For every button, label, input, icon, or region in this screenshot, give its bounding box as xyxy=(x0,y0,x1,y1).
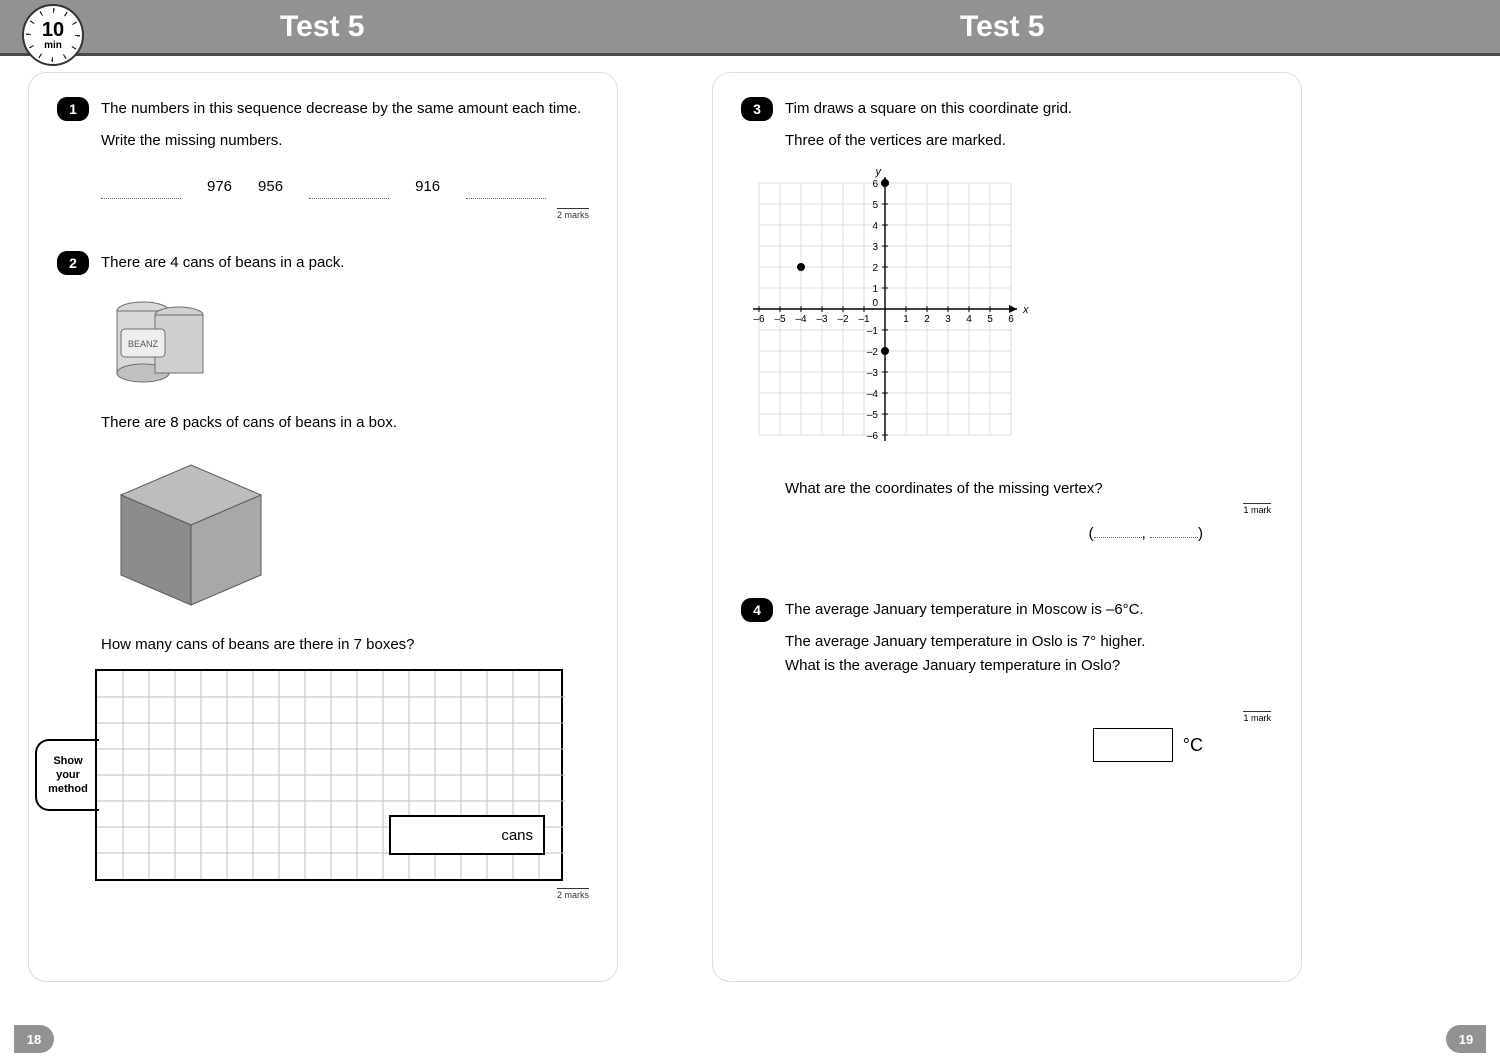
coord-sep: , xyxy=(1142,525,1146,542)
paren-close: ) xyxy=(1198,525,1203,542)
q2-marks: 2 marks xyxy=(557,888,589,900)
q2-text-a: There are 4 cans of beans in a pack. xyxy=(101,251,344,275)
q1-number: 1 xyxy=(57,97,89,121)
answer-box[interactable]: cans xyxy=(389,815,545,855)
svg-text:–3: –3 xyxy=(816,314,828,325)
timer-unit: min xyxy=(44,40,62,51)
q2-text-c: How many cans of beans are there in 7 bo… xyxy=(101,633,589,657)
page-right: 3 Tim draws a square on this coordinate … xyxy=(712,72,1302,982)
svg-text:–6: –6 xyxy=(867,431,879,442)
blank-field[interactable] xyxy=(466,185,546,199)
coord-y-blank[interactable] xyxy=(1150,526,1198,538)
coordinate-grid: –6 –5 –4 –3 –2 –1 1 2 3 4 5 6 1 2 3 4 5 6 –1 –2 –3 –4 –5 –6 0 x y xyxy=(741,165,1273,461)
header-band: Test 5 Test 5 xyxy=(0,0,1500,56)
svg-text:–1: –1 xyxy=(858,314,870,325)
q1-row: 1 The numbers in this sequence decrease … xyxy=(57,97,589,121)
svg-text:3: 3 xyxy=(872,242,878,253)
svg-text:BEANZ: BEANZ xyxy=(128,339,159,349)
svg-text:–3: –3 xyxy=(867,368,879,379)
page-left: 1 The numbers in this sequence decrease … xyxy=(28,72,618,982)
coordinate-grid-svg: –6 –5 –4 –3 –2 –1 1 2 3 4 5 6 1 2 3 4 5 6 –1 –2 –3 –4 –5 –6 0 x y xyxy=(741,165,1029,453)
seq-val-2: 956 xyxy=(258,175,283,199)
answer-unit: cans xyxy=(501,827,533,844)
degree-unit: °C xyxy=(1183,735,1203,756)
q4-marks: 1 mark xyxy=(1243,711,1271,723)
q3-number: 3 xyxy=(741,97,773,121)
svg-text:1: 1 xyxy=(903,314,909,325)
svg-text:5: 5 xyxy=(987,314,993,325)
box-icon xyxy=(101,445,281,615)
work-grid[interactable]: cans xyxy=(95,669,563,881)
q4-text-b: The average January temperature in Oslo … xyxy=(785,630,1273,654)
header-title-right: Test 5 xyxy=(960,10,1044,44)
show-label-2: your xyxy=(56,768,80,782)
svg-text:–2: –2 xyxy=(837,314,849,325)
q3-text-c: What are the coordinates of the missing … xyxy=(785,477,1273,501)
page-number-right: 19 xyxy=(1446,1025,1486,1053)
q1-text-b: Write the missing numbers. xyxy=(101,129,589,153)
coord-x-blank[interactable] xyxy=(1094,526,1142,538)
svg-text:5: 5 xyxy=(872,200,878,211)
q1-text-a: The numbers in this sequence decrease by… xyxy=(101,97,581,121)
show-method-tab: Show your method xyxy=(35,739,99,811)
svg-text:y: y xyxy=(875,166,883,178)
svg-text:1: 1 xyxy=(872,284,878,295)
q3-marks: 1 mark xyxy=(1243,503,1271,515)
svg-text:4: 4 xyxy=(966,314,972,325)
q4-number: 4 xyxy=(741,598,773,622)
timer-badge: 10 min xyxy=(22,4,84,66)
temperature-input[interactable] xyxy=(1093,728,1173,762)
svg-text:2: 2 xyxy=(872,263,878,274)
q2-text-b: There are 8 packs of cans of beans in a … xyxy=(101,411,589,435)
svg-text:–2: –2 xyxy=(867,347,879,358)
q2-number: 2 xyxy=(57,251,89,275)
svg-text:–6: –6 xyxy=(753,314,765,325)
svg-text:–4: –4 xyxy=(795,314,807,325)
q3-row: 3 Tim draws a square on this coordinate … xyxy=(741,97,1273,121)
q1-sequence: 976 956 916 xyxy=(101,175,589,199)
svg-text:–4: –4 xyxy=(867,389,879,400)
q3-answer: (, ) xyxy=(741,525,1203,542)
q4-row: 4 The average January temperature in Mos… xyxy=(741,598,1273,622)
q2-work-area: Show your method cans xyxy=(35,669,589,881)
svg-text:0: 0 xyxy=(872,298,878,309)
svg-text:6: 6 xyxy=(1008,314,1014,325)
q4-answer: °C xyxy=(741,728,1203,762)
seq-val-1: 976 xyxy=(207,175,232,199)
cans-icon: BEANZ xyxy=(101,293,221,393)
blank-field[interactable] xyxy=(101,185,181,199)
svg-text:6: 6 xyxy=(872,179,878,190)
svg-text:3: 3 xyxy=(945,314,951,325)
seq-val-3: 916 xyxy=(415,175,440,199)
svg-text:2: 2 xyxy=(924,314,930,325)
q4-text-a: The average January temperature in Mosco… xyxy=(785,598,1144,622)
q2-box-illustration xyxy=(101,435,589,633)
blank-field[interactable] xyxy=(309,185,389,199)
q2-cans-illustration: BEANZ xyxy=(101,283,589,411)
show-label-1: Show xyxy=(53,754,82,768)
page-number-left: 18 xyxy=(14,1025,54,1053)
q2-row: 2 There are 4 cans of beans in a pack. xyxy=(57,251,589,275)
show-label-3: method xyxy=(48,782,88,796)
q3-text-a: Tim draws a square on this coordinate gr… xyxy=(785,97,1072,121)
timer-value: 10 xyxy=(42,20,64,40)
header-title-left: Test 5 xyxy=(280,10,364,44)
q1-marks: 2 marks xyxy=(557,208,589,220)
svg-text:4: 4 xyxy=(872,221,878,232)
q4-text-c: What is the average January temperature … xyxy=(785,654,1273,678)
svg-text:x: x xyxy=(1022,304,1029,316)
svg-text:–5: –5 xyxy=(867,410,879,421)
svg-text:–5: –5 xyxy=(774,314,786,325)
svg-text:–1: –1 xyxy=(867,326,879,337)
q3-text-b: Three of the vertices are marked. xyxy=(785,129,1273,153)
